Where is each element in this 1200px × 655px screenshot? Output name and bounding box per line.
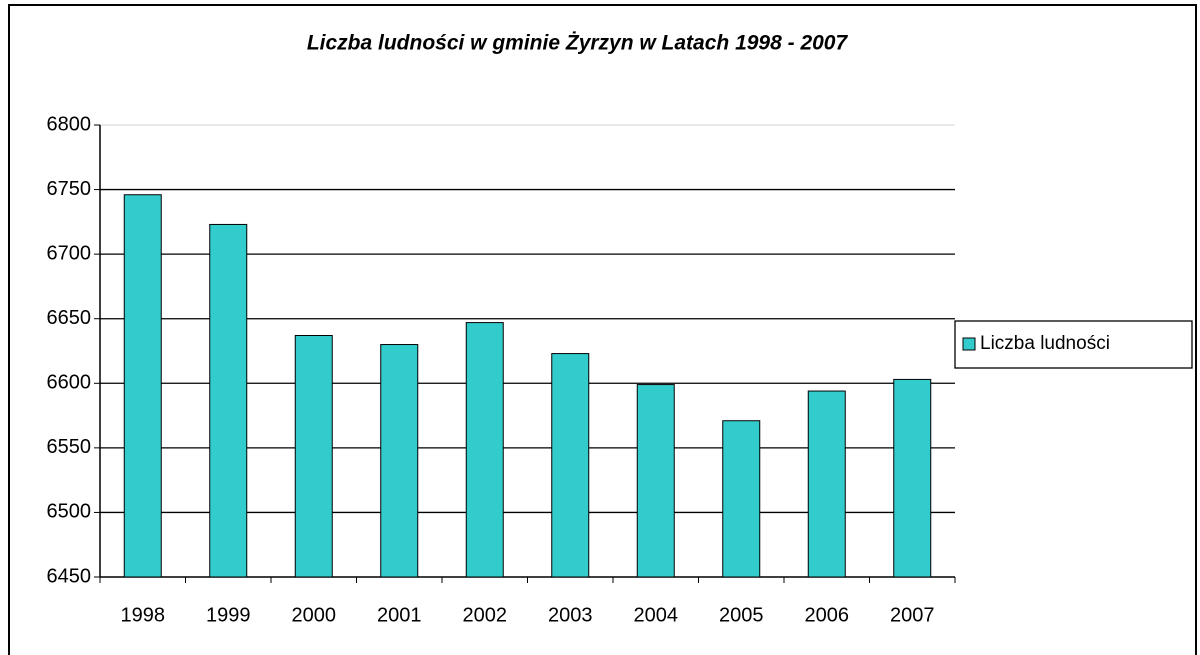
y-tick-label: 6600 <box>47 372 92 394</box>
bar <box>294 335 333 578</box>
chart-title: Liczba ludności w gminie Żyrzyn w Latach… <box>307 32 849 55</box>
x-tick-label: 1998 <box>121 604 166 626</box>
legend-label: Liczba ludności <box>980 333 1110 354</box>
legend-box <box>954 320 1193 369</box>
x-tick-label: 2006 <box>805 604 850 626</box>
x-tick-label: 1999 <box>206 604 251 626</box>
bar <box>209 223 248 578</box>
x-tick-label: 2004 <box>634 604 679 626</box>
bar <box>551 353 590 578</box>
y-tick-label: 6750 <box>47 178 92 200</box>
bar <box>807 390 846 578</box>
x-tick-label: 2001 <box>377 604 422 626</box>
x-tick-label: 2003 <box>548 604 593 626</box>
x-tick-label: 2000 <box>292 604 337 626</box>
bar <box>465 322 504 578</box>
y-tick-label: 6550 <box>47 436 92 458</box>
bar <box>636 384 675 578</box>
y-tick-label: 6650 <box>47 307 92 329</box>
bar <box>893 378 932 578</box>
x-tick-label: 2007 <box>890 604 935 626</box>
legend-swatch <box>962 337 976 351</box>
x-tick-label: 2005 <box>719 604 764 626</box>
y-tick-label: 6700 <box>47 242 92 264</box>
bar <box>722 420 761 578</box>
bar <box>380 344 419 578</box>
bar <box>123 194 162 578</box>
y-tick-label: 6450 <box>47 565 92 587</box>
x-tick-label: 2002 <box>463 604 508 626</box>
y-tick-label: 6800 <box>47 113 92 135</box>
y-tick-label: 6500 <box>47 501 92 523</box>
